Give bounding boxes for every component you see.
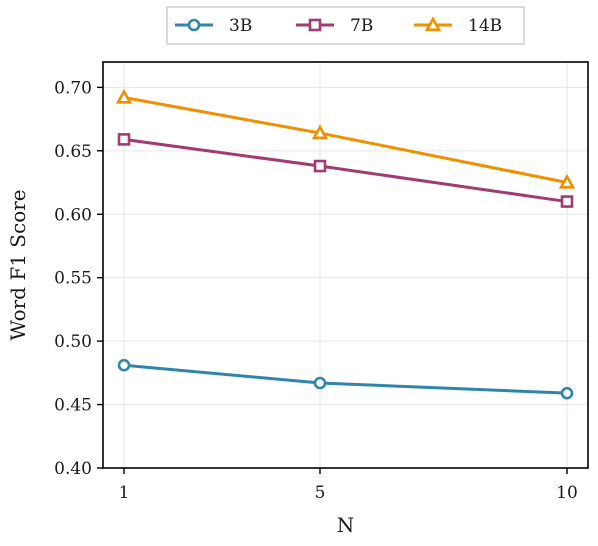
x-axis: 1 5 10 — [119, 468, 578, 503]
y-tick-label: 0.40 — [54, 459, 92, 479]
legend-box — [166, 6, 525, 45]
legend-label: 3B — [229, 16, 252, 36]
y-tick-label: 0.70 — [54, 78, 92, 98]
legend-marker — [187, 18, 201, 32]
x-tick-label: 10 — [556, 483, 578, 503]
series-layer — [115, 88, 576, 400]
legend-entry-7B: 7B — [296, 16, 373, 36]
data-point — [311, 124, 329, 140]
data-point — [313, 159, 327, 173]
data-point — [117, 358, 131, 372]
series-7B — [117, 133, 574, 208]
legend-marker — [308, 18, 322, 32]
y-tick-label: 0.60 — [54, 205, 92, 225]
data-point — [560, 195, 574, 208]
y-tick-label: 0.55 — [54, 269, 92, 289]
y-tick-label: 0.65 — [54, 142, 92, 162]
x-tick-label: 1 — [119, 483, 130, 503]
series-3B — [117, 358, 574, 400]
y-tick-label: 0.45 — [54, 396, 92, 416]
legend-entry-3B: 3B — [175, 16, 252, 36]
y-axis: 0.40 0.45 0.50 0.55 0.60 0.65 0.70 — [54, 78, 103, 479]
legend-marker — [424, 16, 442, 32]
series-14B — [115, 88, 576, 189]
plot-frame — [102, 61, 589, 469]
data-point — [560, 386, 574, 400]
legend: 3B 7B 14B — [166, 6, 525, 45]
grid-lines — [103, 62, 588, 469]
legend-label: 14B — [468, 16, 502, 36]
data-point — [115, 88, 133, 104]
x-tick-label: 5 — [315, 483, 326, 503]
data-point — [117, 133, 131, 146]
data-point — [313, 376, 327, 390]
y-axis-label: Word F1 Score — [6, 189, 30, 340]
legend-label: 7B — [350, 16, 373, 36]
y-tick-label: 0.50 — [54, 332, 92, 352]
x-axis-label: N — [337, 513, 355, 537]
series-line — [123, 363, 568, 395]
data-point — [558, 173, 576, 189]
legend-entry-14B: 14B — [414, 16, 502, 36]
